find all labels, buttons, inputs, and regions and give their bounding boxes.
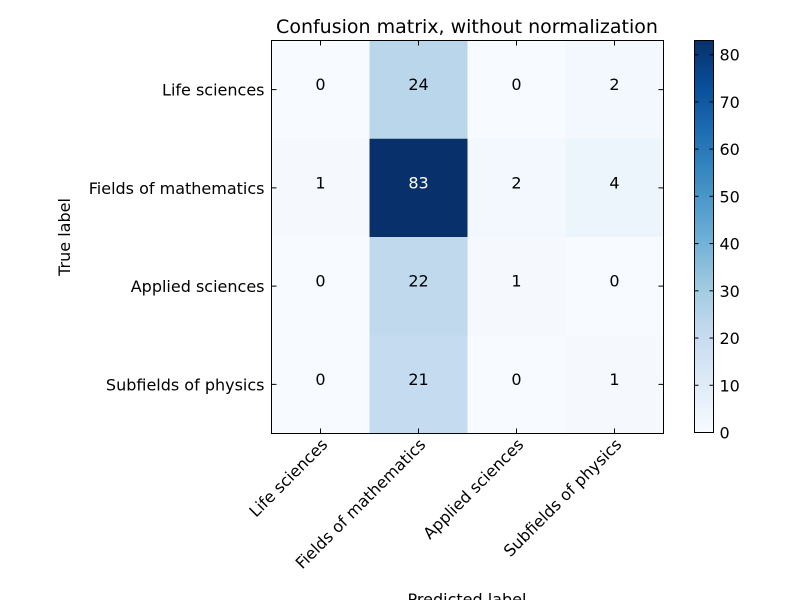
cell-value-label: 0 [609,272,619,291]
heatmap-cell [271,335,370,434]
x-axis-label: Predicted label [408,590,527,600]
colorbar: 0 10 20 30 40 50 60 70 80 [694,40,740,443]
heatmap-cell [565,237,664,336]
colorbar-tick-label: 70 [720,93,740,112]
heatmap-cell [565,138,664,238]
colorbar-tick-label: 80 [720,46,740,65]
column-label: Applied sciences [419,435,527,543]
colorbar-tick-label: 40 [720,235,740,254]
colorbar-tick-label: 60 [720,140,740,159]
cell-value-label: 1 [609,370,619,389]
cell-value-label: 0 [315,370,325,389]
colorbar-gradient [694,40,714,433]
heatmap-cell [467,40,566,140]
cell-value-label: 83 [408,173,428,192]
row-label: Subfields of physics [106,375,265,394]
heatmap-cell [369,237,468,336]
colorbar-tick-label: 30 [720,282,740,301]
row-tick-labels: Life sciences Fields of mathematics Applie… [89,81,265,395]
heatmap-cell [565,335,664,434]
colorbar-tick-label: 50 [720,187,740,206]
heatmap-cell [467,138,566,238]
heatmap-cell [369,335,468,434]
column-label: Life sciences [245,435,331,521]
axis-ticks [271,40,664,434]
cell-value-label: 0 [511,370,521,389]
heatmap-cell [467,237,566,336]
cell-value-label: 4 [609,173,619,192]
cell-value-label: 1 [315,173,325,192]
cell-value-label: 1 [511,272,521,291]
row-label: Applied sciences [131,277,265,296]
cell-value-label: 2 [609,75,619,94]
colorbar-tick-label: 20 [720,329,740,348]
cell-value-label: 2 [511,173,521,192]
chart-title: Confusion matrix, without normalization [276,16,658,38]
colorbar-tick-label: 10 [720,376,740,395]
row-label: Fields of mathematics [89,179,265,198]
plot-frame [271,40,664,434]
heatmap-cell [467,335,566,434]
colorbar-tick-label: 0 [720,424,730,443]
colorbar-frame [694,40,714,433]
cell-value-label: 24 [408,75,428,94]
cell-value-label: 22 [408,272,428,291]
heatmap-cell [271,138,370,238]
heatmap-cell [271,40,370,140]
row-label: Life sciences [162,81,264,100]
cell-value-label: 0 [315,75,325,94]
heatmap-cell [369,138,468,238]
heatmap-cell [565,40,664,140]
heatmap-cell [369,40,468,140]
heatmap-cell [271,237,370,336]
y-axis-label: True label [55,198,74,277]
cell-value-label: 0 [315,272,325,291]
cell-value-label: 0 [511,75,521,94]
cell-value-label: 21 [408,370,428,389]
heatmap-cells: 0 24 0 21 83 2 40 22 1 00 21 0 1 [271,40,664,434]
